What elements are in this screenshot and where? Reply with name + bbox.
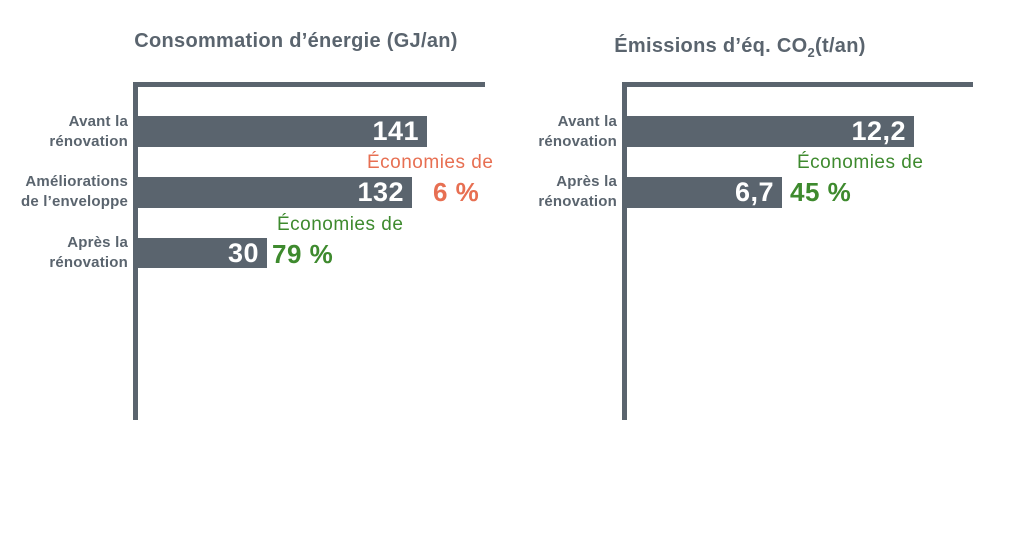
energy-savings-value-enveloppe: 6 %: [433, 177, 480, 207]
energy-bar-ameliorations-enveloppe: 132: [138, 177, 412, 208]
emissions-chart-title: Émissions d’éq. CO2(t/an): [590, 35, 890, 60]
emissions-bar-apres-renovation: 6,7: [627, 177, 782, 208]
energy-savings-label-apres: Économies de: [277, 214, 404, 235]
energy-bar-avant-renovation: 141: [138, 116, 427, 147]
emissions-savings-value-apres: 45 %: [790, 177, 852, 207]
energy-bar-apres-renovation: 30: [138, 238, 267, 268]
energy-savings-value-apres: 79 %: [272, 239, 334, 269]
emissions-title-suffix: (t/an): [815, 35, 866, 57]
energy-category-apres-renovation: Après la rénovation: [49, 234, 128, 271]
emissions-x-axis-line: [622, 82, 973, 87]
emissions-title-subscript: 2: [807, 45, 816, 60]
energy-bar-value-apres: 30: [227, 237, 259, 268]
energy-bar-value-ameliorations: 132: [357, 177, 404, 207]
energy-x-axis-line: [133, 82, 485, 87]
energy-chart-title: Consommation d’énergie (GJ/an): [134, 30, 458, 52]
emissions-title-prefix: Émissions d’éq. CO: [614, 35, 808, 57]
emissions-category-apres-renovation: Après la rénovation: [538, 173, 617, 210]
emissions-bar-value-apres: 6,7: [734, 177, 774, 207]
emissions-savings-label-apres: Économies de: [797, 152, 924, 173]
energy-category-avant-renovation: Avant la rénovation: [49, 113, 128, 150]
emissions-bar-avant-renovation: 12,2: [627, 116, 914, 147]
energy-y-axis-line: [133, 82, 138, 420]
emissions-bar-value-avant: 12,2: [851, 116, 906, 146]
energy-category-ameliorations-enveloppe: Améliorations de l’enveloppe: [21, 173, 128, 210]
emissions-y-axis-line: [622, 82, 627, 420]
energy-savings-label-enveloppe: Économies de: [367, 152, 494, 173]
emissions-category-avant-renovation: Avant la rénovation: [538, 113, 617, 150]
energy-bar-value-avant: 141: [372, 116, 419, 146]
